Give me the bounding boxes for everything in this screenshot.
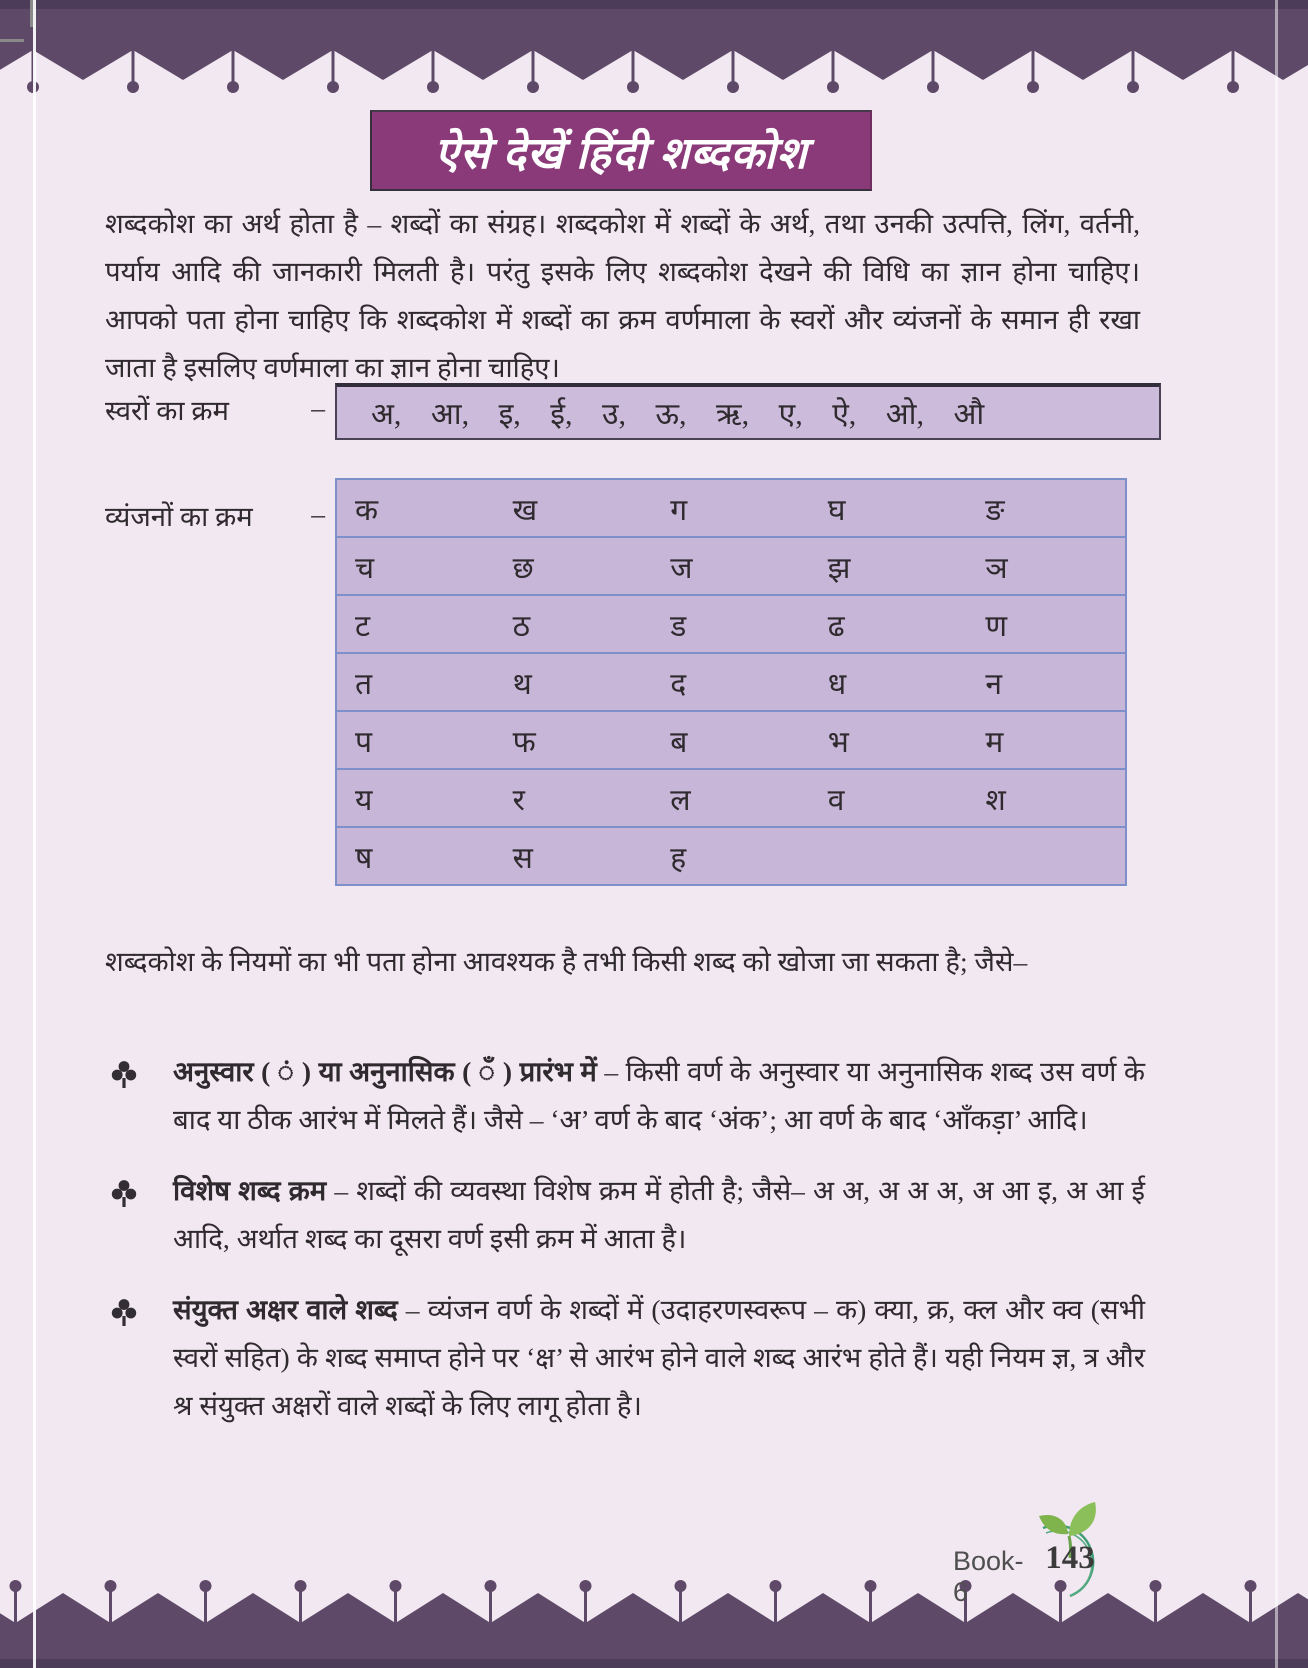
chapter-title-banner: ऐसे देखें हिंदी शब्दकोश bbox=[370, 110, 872, 191]
table-row: च छ ज झ ञ bbox=[337, 538, 1125, 596]
table-cell: ष bbox=[355, 841, 373, 875]
left-bleed-line bbox=[33, 0, 36, 1668]
table-cell: ब bbox=[670, 725, 688, 759]
table-row: क ख ग घ ङ bbox=[337, 480, 1125, 538]
list-item: विशेष शब्द क्रम – शब्दों की व्यवस्था विश… bbox=[105, 1167, 1145, 1263]
table-cell: भ bbox=[827, 725, 849, 759]
consonant-order-label: व्यंजनों का क्रम – bbox=[105, 498, 325, 535]
table-row: प फ ब भ म bbox=[337, 712, 1125, 770]
page-number: 143 bbox=[1045, 1540, 1095, 1576]
list-item: संयुक्त अक्षर वाले शब्द – व्यंजन वर्ण के… bbox=[105, 1286, 1145, 1430]
vowel-order-dash: – bbox=[311, 392, 325, 423]
table-cell: ण bbox=[985, 609, 1008, 643]
right-bleed-line bbox=[1275, 0, 1278, 1668]
top-border-decoration bbox=[0, 0, 1308, 95]
table-cell: ख bbox=[512, 493, 538, 527]
clover-bullet-icon bbox=[111, 1061, 137, 1088]
table-cell: ढ bbox=[827, 609, 845, 643]
leaf-circle-icon bbox=[1039, 1502, 1096, 1598]
rule-lead: विशेष शब्द क्रम bbox=[173, 1175, 327, 1206]
table-cell: ड bbox=[670, 609, 687, 643]
clover-bullet-icon bbox=[111, 1180, 137, 1207]
table-cell: ल bbox=[670, 783, 691, 817]
vowel-order-label-text: स्वरों का क्रम bbox=[105, 395, 229, 426]
rule-text: संयुक्त अक्षर वाले शब्द – व्यंजन वर्ण के… bbox=[173, 1286, 1145, 1430]
table-cell: र bbox=[512, 783, 525, 817]
rule-body: – किसी वर्ण के अनुस्वार या अनुनासिक शब्द… bbox=[173, 1056, 1146, 1135]
table-cell: व bbox=[827, 783, 845, 817]
table-row: ट ठ ड ढ ण bbox=[337, 596, 1125, 654]
table-cell: द bbox=[670, 667, 687, 701]
table-cell: श bbox=[985, 783, 1006, 817]
list-item: अनुस्वार ( ं ) या अनुनासिक ( ँ ) प्रारंभ… bbox=[105, 1048, 1145, 1144]
consonant-order-dash: – bbox=[311, 498, 325, 529]
consonant-order-label-text: व्यंजनों का क्रम bbox=[105, 501, 253, 532]
table-cell: च bbox=[355, 551, 375, 585]
table-cell: छ bbox=[512, 551, 534, 585]
table-cell: ज bbox=[670, 551, 693, 585]
consonant-table: क ख ग घ ङ च छ ज झ ञ ट ठ ड ढ ण त थ द ध न bbox=[335, 478, 1127, 886]
rule-lead: संयुक्त अक्षर वाले शब्द bbox=[173, 1294, 398, 1325]
table-cell: थ bbox=[512, 667, 532, 701]
table-row: त थ द ध न bbox=[337, 654, 1125, 712]
table-cell: प bbox=[355, 725, 373, 759]
table-cell: स bbox=[512, 841, 533, 875]
rule-body: – शब्दों की व्यवस्था विशेष क्रम में होती… bbox=[173, 1175, 1145, 1254]
table-row: ष स ह bbox=[337, 828, 1125, 884]
table-cell: ङ bbox=[985, 493, 1005, 527]
table-cell: घ bbox=[827, 493, 846, 527]
vowel-order-label: स्वरों का क्रम – bbox=[105, 392, 325, 429]
table-cell: त bbox=[355, 667, 373, 701]
rule-text: विशेष शब्द क्रम – शब्दों की व्यवस्था विश… bbox=[173, 1167, 1145, 1263]
table-cell: झ bbox=[827, 551, 851, 585]
rule-body: – व्यंजन वर्ण के शब्दों में (उदाहरणस्वरू… bbox=[173, 1294, 1145, 1421]
table-cell: ठ bbox=[512, 609, 531, 643]
book-label: Book-6 bbox=[953, 1546, 1024, 1607]
table-cell: ध bbox=[827, 667, 847, 701]
bottom-border-decoration bbox=[0, 1573, 1308, 1668]
table-row: य र ल व श bbox=[337, 770, 1125, 828]
clover-bullet-icon bbox=[111, 1299, 137, 1326]
table-cell: फ bbox=[512, 725, 536, 759]
page-footer: Book-6 143 bbox=[953, 1500, 1213, 1607]
page-number-badge: 143 bbox=[1013, 1500, 1123, 1600]
rule-lead: अनुस्वार ( ं ) या अनुनासिक ( ँ ) प्रारंभ… bbox=[173, 1056, 597, 1087]
table-cell: म bbox=[985, 725, 1004, 759]
table-cell: ञ bbox=[985, 551, 1008, 585]
table-cell: ट bbox=[355, 609, 371, 643]
table-cell: य bbox=[355, 783, 373, 817]
chapter-title: ऐसे देखें हिंदी शब्दकोश bbox=[434, 128, 808, 178]
crop-mark-vertical bbox=[30, 0, 33, 27]
rule-text: अनुस्वार ( ं ) या अनुनासिक ( ँ ) प्रारंभ… bbox=[173, 1048, 1145, 1144]
crop-mark-horizontal bbox=[0, 39, 24, 42]
rules-intro-paragraph: शब्दकोश के नियमों का भी पता होना आवश्यक … bbox=[105, 946, 1028, 977]
table-cell: क bbox=[355, 493, 379, 527]
vowel-sequence-box: अ, आ, इ, ई, उ, ऊ, ऋ, ए, ऐ, ओ, औ bbox=[335, 383, 1161, 440]
table-cell: ग bbox=[670, 493, 688, 527]
table-cell: ह bbox=[670, 841, 687, 875]
intro-paragraph: शब्दकोश का अर्थ होता है – शब्दों का संग्… bbox=[105, 208, 1140, 383]
table-cell: न bbox=[985, 667, 1003, 701]
rules-list: अनुस्वार ( ं ) या अनुनासिक ( ँ ) प्रारंभ… bbox=[105, 1048, 1145, 1453]
